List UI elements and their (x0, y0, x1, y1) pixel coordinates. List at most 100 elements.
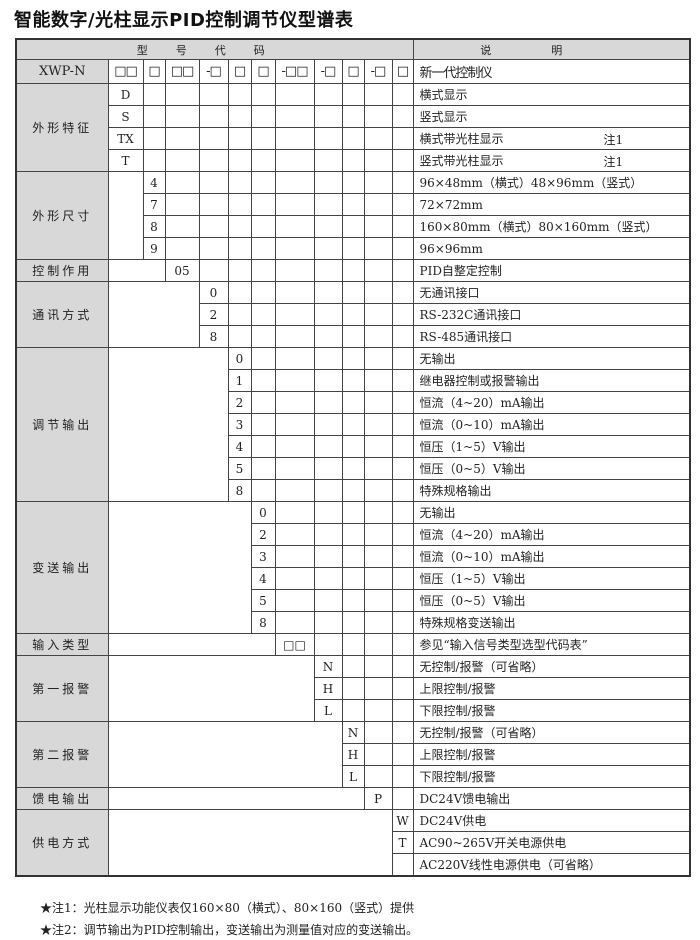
grid-cell (341, 281, 365, 304)
grid-cell (250, 127, 276, 150)
option-code: N (313, 655, 343, 678)
blank-cell (107, 787, 365, 810)
option-description: 参见“输入信号类型选型代码表” (412, 633, 691, 656)
grid-cell (391, 391, 414, 414)
grid-cell (341, 611, 365, 634)
option-description-text: 特殊规格输出 (419, 484, 492, 498)
blank-cell (107, 501, 252, 634)
option-code: T (107, 149, 144, 172)
grid-cell (250, 259, 276, 282)
grid-cell (250, 105, 276, 128)
grid-cell (391, 721, 414, 744)
option-code: TX (107, 127, 144, 150)
option-description: 无控制/报警（可省略） (412, 655, 691, 678)
option-code (391, 853, 414, 877)
group-label: 通讯方式 (15, 281, 109, 348)
grid-cell (164, 105, 200, 128)
grid-cell (313, 523, 343, 546)
grid-cell (341, 655, 365, 678)
code-slot-8: -□ (313, 59, 343, 84)
grid-cell (313, 193, 343, 216)
grid-cell (391, 127, 414, 150)
option-code: 2 (227, 391, 252, 414)
group-label: 变送输出 (15, 501, 109, 634)
grid-cell (164, 171, 200, 194)
option-description: DC24V馈电输出 (412, 787, 691, 810)
option-row: 外形特征 D 横式显示 (15, 83, 691, 172)
option-description-text: 无通讯接口 (419, 286, 480, 300)
grid-cell (391, 215, 414, 238)
option-row: 变送输出 0 无输出 (15, 501, 691, 634)
grid-cell (274, 567, 315, 590)
grid-cell (142, 83, 166, 106)
option-description: 恒压（0~5）V输出 (412, 589, 691, 612)
grid-cell (313, 127, 343, 150)
grid-cell (341, 457, 365, 480)
grid-cell (227, 325, 252, 348)
footnote-2: ★注2：调节输出为PID控制输出，变送输出为测量值对应的变送输出。 (40, 923, 419, 937)
option-description: 下限控制/报警 (412, 765, 691, 788)
grid-cell (142, 105, 166, 128)
grid-cell (227, 193, 252, 216)
grid-cell (363, 721, 393, 744)
grid-cell (313, 149, 343, 172)
option-code: N (341, 721, 365, 744)
code-slot-10: -□ (363, 59, 393, 84)
grid-cell (363, 545, 393, 568)
option-code: 0 (250, 501, 276, 524)
option-code: 8 (198, 325, 229, 348)
grid-cell (341, 259, 365, 282)
grid-cell (250, 83, 276, 106)
grid-cell (250, 149, 276, 172)
option-code: 4 (227, 435, 252, 458)
code-slot-2: □ (142, 59, 166, 84)
grid-cell (250, 413, 276, 436)
option-code: T (391, 831, 414, 854)
grid-cell (363, 501, 393, 524)
grid-cell (363, 633, 393, 656)
grid-cell (250, 215, 276, 238)
option-description: 竖式显示 (412, 105, 691, 128)
grid-cell (341, 127, 365, 150)
grid-cell (391, 523, 414, 546)
option-description-text: RS-232C通讯接口 (419, 308, 522, 322)
option-description: 继电器控制或报警输出 (412, 369, 691, 392)
header-row: 型号代码 说明 (15, 38, 691, 60)
grid-cell (313, 435, 343, 458)
option-description-text: 横式带光柱显示 (419, 132, 504, 146)
grid-cell (363, 567, 393, 590)
option-code: P (363, 787, 393, 810)
grid-cell (274, 589, 315, 612)
grid-cell (391, 193, 414, 216)
grid-cell (363, 193, 393, 216)
grid-cell (274, 501, 315, 524)
grid-cell (391, 611, 414, 634)
option-description-text: 无输出 (419, 506, 456, 520)
option-description-text: AC220V线性电源供电（可省略） (419, 858, 601, 872)
option-code: 9 (142, 237, 166, 260)
grid-cell (363, 611, 393, 634)
grid-cell (250, 193, 276, 216)
option-row: 8 特殊规格变送输出 (16, 611, 691, 634)
option-description-text: 恒流（0~10）mA输出 (419, 550, 545, 564)
option-description: AC220V线性电源供电（可省略） (412, 853, 691, 877)
option-description-text: 继电器控制或报警输出 (419, 374, 540, 388)
blank-cell (107, 281, 200, 348)
grid-cell (227, 281, 252, 304)
option-description-text: 恒压（0~5）V输出 (419, 462, 526, 476)
grid-cell (363, 171, 393, 194)
grid-cell (391, 435, 414, 458)
grid-cell (363, 325, 393, 348)
option-code: 8 (250, 611, 276, 634)
grid-cell (363, 127, 393, 150)
grid-cell (341, 369, 365, 392)
option-description: 无输出 (412, 501, 691, 524)
option-description-text: 上限控制/报警 (419, 748, 496, 762)
grid-cell (391, 787, 414, 810)
code-slot-7: -□□ (274, 59, 315, 84)
option-description: 特殊规格输出 (412, 479, 691, 502)
option-code: 0 (198, 281, 229, 304)
grid-cell (313, 303, 343, 326)
option-description: 恒压（0~5）V输出 (412, 457, 691, 480)
grid-cell (164, 83, 200, 106)
